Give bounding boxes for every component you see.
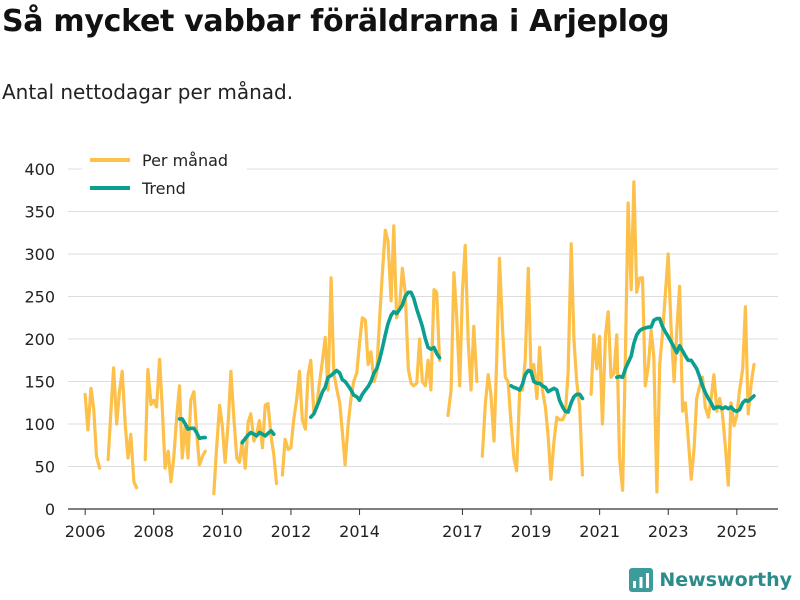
y-tick-label: 150 bbox=[24, 373, 55, 392]
series-line-per-manad bbox=[143, 357, 207, 484]
x-tick-label: 2008 bbox=[133, 522, 174, 541]
chart-subtitle: Antal nettodagar per månad. bbox=[2, 80, 294, 104]
y-tick-label: 50 bbox=[35, 458, 55, 477]
x-tick-label: 2017 bbox=[442, 522, 483, 541]
series-line-per-manad bbox=[83, 386, 102, 470]
y-tick-label: 300 bbox=[24, 245, 55, 264]
legend-label: Per månad bbox=[142, 151, 228, 170]
y-tick-label: 0 bbox=[45, 500, 55, 519]
x-tick-label: 2006 bbox=[65, 522, 106, 541]
y-tick-label: 100 bbox=[24, 415, 55, 434]
page-title: Så mycket vabbar föräldrarna i Arjeplog bbox=[2, 4, 670, 39]
y-tick-label: 400 bbox=[24, 160, 55, 179]
series-line-per-manad bbox=[280, 224, 442, 477]
series-line-trend bbox=[309, 290, 442, 419]
y-tick-label: 200 bbox=[24, 330, 55, 349]
legend-background bbox=[82, 146, 247, 204]
x-tick-label: 2023 bbox=[648, 522, 689, 541]
x-tick-label: 2012 bbox=[271, 522, 312, 541]
newsworthy-logo-icon bbox=[629, 568, 654, 592]
legend-label: Trend bbox=[141, 179, 186, 198]
brand-logo: Newsworthy bbox=[629, 568, 792, 592]
series-line-per-manad bbox=[480, 242, 585, 481]
x-tick-label: 2019 bbox=[511, 522, 552, 541]
series-line-trend bbox=[509, 368, 585, 414]
series-line-trend bbox=[615, 316, 756, 414]
legend: Per månad Trend bbox=[82, 146, 247, 204]
y-axis-tick-labels: 0 50 100 150 200 250 300 350 400 bbox=[24, 160, 55, 519]
series-line-trend bbox=[177, 417, 207, 441]
series-line-per-manad bbox=[212, 369, 279, 496]
y-tick-label: 350 bbox=[24, 203, 55, 222]
series-lines bbox=[83, 180, 756, 496]
series-line-trend bbox=[240, 429, 276, 445]
series-line-per-manad bbox=[446, 243, 479, 418]
brand-name: Newsworthy bbox=[659, 569, 792, 591]
x-tick-label: 2025 bbox=[716, 522, 757, 541]
x-tick-label: 2014 bbox=[339, 522, 380, 541]
series-line-per-manad bbox=[106, 366, 139, 490]
x-tick-label: 2021 bbox=[579, 522, 620, 541]
x-tick-label: 2010 bbox=[202, 522, 243, 541]
series-line-per-manad bbox=[589, 180, 756, 494]
x-axis-tick-labels: 2006 2008 2010 2012 2014 2017 2019 2021 2023 2025 bbox=[65, 509, 757, 541]
y-tick-label: 250 bbox=[24, 288, 55, 307]
